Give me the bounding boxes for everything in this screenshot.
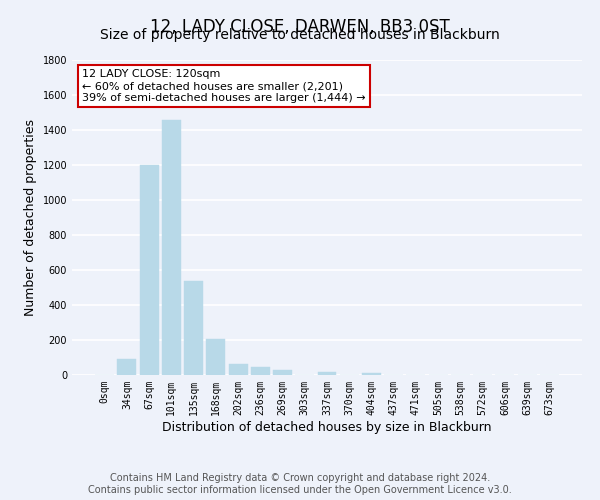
Bar: [140, 165, 158, 375]
Text: 12, LADY CLOSE, DARWEN, BB3 0ST: 12, LADY CLOSE, DARWEN, BB3 0ST: [150, 18, 450, 36]
Bar: [229, 364, 248, 375]
Bar: [162, 120, 181, 375]
Bar: [184, 280, 203, 375]
Bar: [251, 366, 270, 375]
Bar: [317, 372, 337, 375]
Text: 12 LADY CLOSE: 120sqm
← 60% of detached houses are smaller (2,201)
39% of semi-d: 12 LADY CLOSE: 120sqm ← 60% of detached …: [82, 70, 366, 102]
Bar: [206, 339, 225, 375]
Y-axis label: Number of detached properties: Number of detached properties: [24, 119, 37, 316]
Text: Size of property relative to detached houses in Blackburn: Size of property relative to detached ho…: [100, 28, 500, 42]
Text: Contains HM Land Registry data © Crown copyright and database right 2024.
Contai: Contains HM Land Registry data © Crown c…: [88, 474, 512, 495]
Bar: [362, 373, 381, 375]
X-axis label: Distribution of detached houses by size in Blackburn: Distribution of detached houses by size …: [162, 420, 492, 434]
Bar: [273, 370, 292, 375]
Bar: [118, 358, 136, 375]
